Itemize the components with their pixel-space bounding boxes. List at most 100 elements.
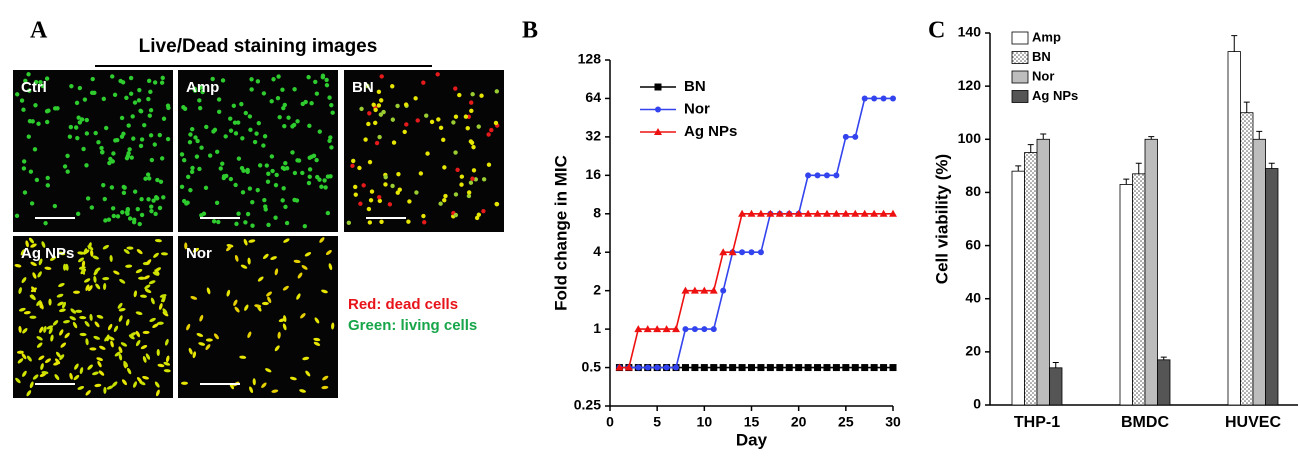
cell [243, 220, 248, 225]
cell [52, 203, 58, 209]
marker [634, 325, 643, 333]
cell [236, 156, 242, 161]
cell [214, 200, 220, 206]
cell [165, 136, 171, 142]
cell [93, 130, 98, 136]
marker [728, 248, 737, 256]
cell [30, 294, 36, 301]
cell [228, 116, 233, 121]
cell [181, 198, 187, 204]
cell [300, 313, 306, 319]
cell [152, 323, 159, 329]
marker [700, 364, 708, 372]
cell [292, 170, 298, 176]
cell [136, 98, 142, 103]
cell [19, 98, 25, 103]
image-bg [344, 70, 504, 232]
marker [719, 248, 728, 256]
marker [822, 209, 831, 217]
cell [269, 154, 275, 159]
cell [102, 277, 110, 281]
cell [218, 166, 223, 171]
cell [41, 241, 46, 248]
marker [870, 209, 879, 217]
cell [45, 175, 50, 181]
cell [262, 253, 269, 260]
cell [84, 163, 89, 168]
cell [328, 135, 333, 140]
cell [197, 166, 202, 172]
cell [481, 177, 487, 182]
cell [15, 377, 21, 384]
cell [81, 260, 86, 268]
cell [14, 213, 20, 218]
cell [26, 390, 32, 397]
cell [75, 211, 81, 217]
cell [90, 249, 94, 257]
cell [29, 315, 37, 319]
cell [213, 333, 219, 340]
marker [805, 172, 812, 179]
cell [144, 288, 152, 294]
cell [106, 217, 112, 222]
cell [85, 338, 89, 346]
cell [239, 355, 247, 359]
cell [121, 131, 126, 136]
cell [46, 325, 54, 330]
cell [21, 353, 27, 360]
x-tick-label: 5 [653, 414, 661, 430]
cell [33, 79, 39, 85]
cell [97, 360, 102, 368]
cell [148, 280, 156, 285]
cell [302, 356, 310, 361]
cell [255, 79, 261, 84]
cell [418, 171, 424, 176]
cell [132, 189, 138, 194]
cell [98, 370, 105, 376]
cell [305, 370, 311, 377]
cell [153, 211, 158, 217]
cell [142, 122, 147, 128]
image-label: Amp [186, 79, 219, 96]
cell [62, 301, 67, 309]
cell [182, 106, 188, 111]
marker [643, 325, 652, 333]
cell [69, 372, 73, 380]
cell [160, 75, 165, 81]
cell [27, 118, 33, 124]
cell [244, 304, 249, 311]
cell [200, 89, 205, 95]
cell [151, 198, 156, 203]
cell [265, 179, 271, 184]
cell [383, 174, 388, 180]
legend-swatch [1011, 90, 1029, 103]
marker [879, 209, 888, 217]
cell [233, 131, 239, 136]
cell [378, 112, 384, 117]
cell [314, 157, 319, 163]
cell [131, 219, 137, 225]
cell [363, 137, 368, 142]
marker [691, 364, 699, 372]
marker [662, 325, 671, 333]
cell [476, 212, 482, 217]
cell [16, 350, 24, 354]
cell [282, 323, 287, 331]
marker [842, 364, 850, 372]
cell [44, 76, 50, 81]
cell [280, 165, 286, 171]
cell [304, 252, 312, 257]
y-axis-label: Fold change in MIC [551, 155, 570, 311]
marker [701, 326, 708, 333]
cell [371, 102, 376, 107]
cell [317, 177, 322, 182]
cell [435, 72, 440, 77]
cell [469, 100, 474, 105]
cell [162, 308, 168, 315]
y-tick-label: 60 [965, 236, 981, 252]
cell [92, 371, 99, 376]
cell [390, 117, 396, 122]
cell [119, 115, 125, 121]
cell [185, 174, 191, 180]
cell [59, 354, 65, 361]
